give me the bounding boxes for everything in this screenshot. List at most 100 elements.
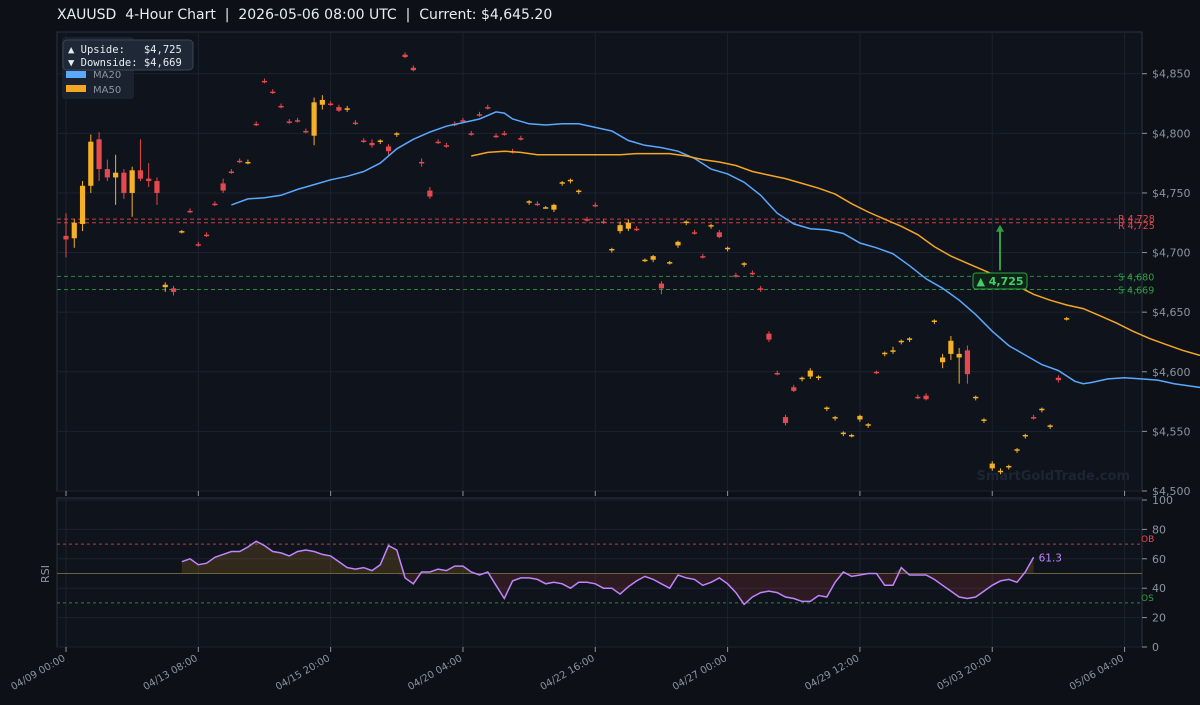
- x-tick-label: 05/03 20:00: [936, 653, 994, 693]
- candle-body: [906, 338, 913, 340]
- price-tick-label: $4,700: [1152, 247, 1191, 260]
- candle: [625, 219, 631, 232]
- candle: [187, 208, 193, 214]
- candle-body: [824, 407, 830, 410]
- candle: [1030, 414, 1037, 420]
- candle-body: [1014, 449, 1020, 451]
- candle-body: [212, 203, 218, 206]
- legend-ma20: MA20: [93, 70, 121, 81]
- candle: [270, 89, 276, 94]
- candle-body: [725, 247, 731, 250]
- candle: [567, 178, 574, 184]
- candle: [873, 370, 880, 375]
- candle-body: [336, 107, 342, 111]
- support-label: S 4,680: [1118, 272, 1154, 283]
- candle: [708, 223, 714, 229]
- candle: [212, 201, 218, 207]
- candle-body: [344, 108, 350, 110]
- candle: [253, 121, 259, 127]
- candle: [518, 135, 524, 141]
- rsi-grid: [57, 499, 1142, 648]
- candle-body: [634, 228, 640, 231]
- resistance-label: R 4,728: [1118, 214, 1155, 225]
- candle-body: [162, 284, 168, 288]
- candle-body: [940, 357, 946, 363]
- price-tick-label: $4,600: [1152, 366, 1191, 379]
- candle-body: [501, 133, 507, 135]
- candle-body: [931, 320, 937, 323]
- candle: [79, 181, 86, 232]
- candle-body: [782, 417, 789, 424]
- candle: [551, 203, 557, 213]
- candle: [774, 370, 780, 376]
- candle-body: [865, 424, 871, 426]
- x-tick-label: 04/20 04:00: [406, 653, 464, 693]
- candle: [749, 270, 756, 276]
- candle-body: [956, 353, 962, 358]
- candle: [195, 241, 201, 247]
- rsi-tick-label: 100: [1152, 494, 1173, 507]
- candle: [179, 229, 185, 234]
- candle-body: [658, 283, 665, 289]
- ma50-swatch: [66, 85, 86, 92]
- candle: [989, 461, 995, 471]
- rsi-fill-below: [181, 573, 1034, 605]
- candle-body: [369, 142, 375, 146]
- candle-body: [997, 470, 1004, 473]
- candle: [369, 139, 375, 148]
- candle-body: [948, 340, 954, 354]
- candle: [154, 177, 160, 205]
- candle: [303, 128, 309, 134]
- candle: [543, 206, 549, 209]
- candle-body: [303, 130, 309, 133]
- candle-body: [1030, 417, 1037, 419]
- candle: [361, 138, 367, 143]
- candle-body: [708, 225, 714, 227]
- watermark: SmartGoldTrade.com: [976, 469, 1130, 484]
- candle-body: [121, 172, 127, 193]
- candle-body: [245, 161, 251, 164]
- candle-body: [774, 372, 780, 375]
- candle-body: [129, 170, 135, 193]
- candle-body: [923, 395, 929, 400]
- candle-body: [840, 432, 846, 435]
- candle-body: [551, 204, 557, 210]
- x-tick-label: 04/13 08:00: [142, 653, 200, 693]
- candle: [352, 120, 359, 125]
- candle-body: [410, 67, 416, 71]
- candle: [840, 431, 846, 437]
- candle-body: [278, 105, 284, 108]
- candle-body: [137, 170, 144, 179]
- candle: [402, 52, 408, 59]
- candle: [824, 406, 830, 412]
- ma20-line: [231, 111, 1200, 389]
- candle: [948, 336, 954, 360]
- price-tick-label: $4,850: [1152, 68, 1191, 81]
- candle-body: [857, 415, 863, 420]
- candle-body: [435, 141, 441, 144]
- candle-body: [294, 120, 301, 122]
- candle: [691, 229, 698, 235]
- candle-body: [807, 370, 813, 377]
- candle-body: [63, 235, 69, 240]
- candle-body: [973, 396, 979, 399]
- candle-body: [733, 275, 739, 277]
- candle: [1022, 433, 1028, 439]
- rsi-tick-label: 80: [1152, 523, 1166, 536]
- candle-body: [154, 181, 160, 193]
- candle-body: [716, 232, 722, 238]
- candle: [237, 158, 243, 164]
- candle-body: [832, 417, 838, 419]
- candle: [832, 415, 838, 421]
- candle: [758, 285, 764, 292]
- candle-body: [609, 248, 615, 251]
- candle: [328, 101, 334, 106]
- candle-body: [600, 221, 607, 224]
- x-tick-label: 05/06 04:00: [1068, 653, 1126, 693]
- candle-body: [419, 161, 425, 164]
- resistance-label: R 4,725: [1118, 221, 1155, 232]
- candle-body: [237, 160, 243, 163]
- candle-body: [1064, 318, 1070, 320]
